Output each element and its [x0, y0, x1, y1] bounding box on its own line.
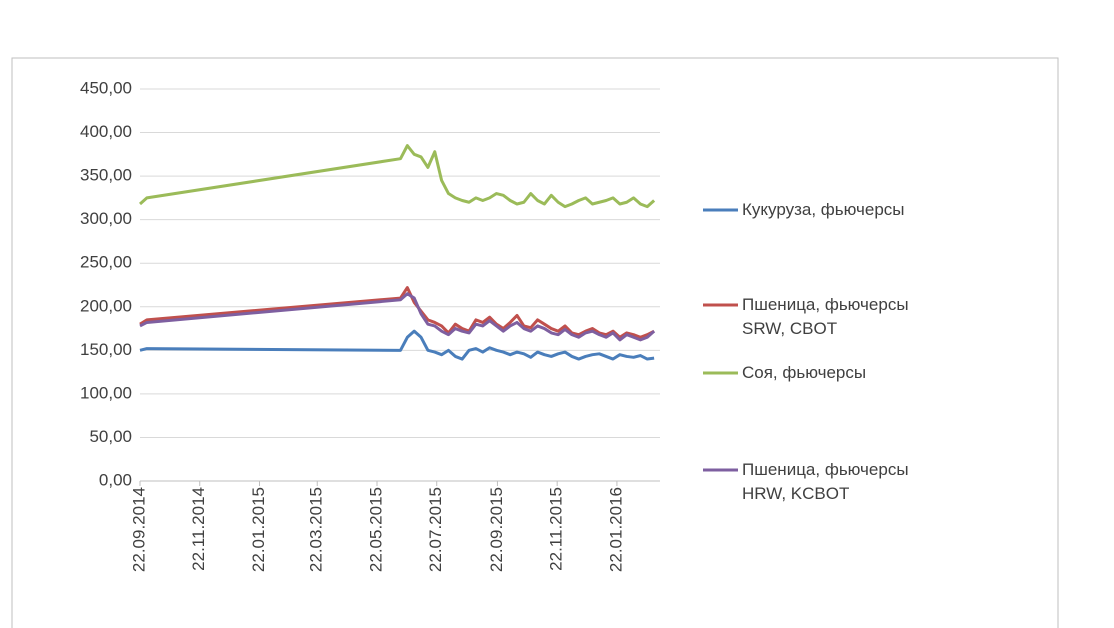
y-tick-label: 0,00	[99, 470, 132, 489]
x-tick-label: 22.03.2015	[307, 487, 326, 572]
legend-label: Пшеница, фьючерсы HRW, KCBOT	[742, 460, 909, 503]
x-tick-label: 22.01.2015	[249, 487, 268, 572]
x-tick-label: 22.07.2015	[426, 487, 445, 572]
legend-label: Кукуруза, фьючерсы	[742, 200, 905, 219]
legend-label: Пшеница, фьючерсы SRW, CBOT	[742, 295, 909, 338]
y-tick-label: 400,00	[80, 122, 132, 141]
y-tick-label: 300,00	[80, 209, 132, 228]
series-line	[139, 144, 656, 209]
y-tick-label: 100,00	[80, 383, 132, 402]
series-line	[139, 292, 656, 342]
y-tick-label: 450,00	[80, 78, 132, 97]
series-line	[139, 286, 655, 339]
x-tick-label: 22.11.2015	[547, 487, 566, 571]
y-tick-label: 150,00	[80, 340, 132, 359]
x-tick-label: 22.09.2015	[487, 487, 506, 572]
series-line	[139, 329, 655, 361]
x-tick-label: 22.09.2014	[129, 487, 148, 572]
y-tick-label: 200,00	[80, 296, 132, 315]
y-tick-label: 250,00	[80, 253, 132, 272]
y-tick-label: 50,00	[89, 427, 132, 446]
x-tick-label: 22.01.2016	[606, 487, 625, 572]
legend-label: Соя, фьючерсы	[742, 363, 867, 382]
chart-border	[11, 57, 1059, 628]
x-tick-label: 22.05.2015	[366, 487, 385, 572]
x-tick-label: 22.11.2014	[189, 487, 208, 571]
y-tick-label: 350,00	[80, 166, 132, 185]
